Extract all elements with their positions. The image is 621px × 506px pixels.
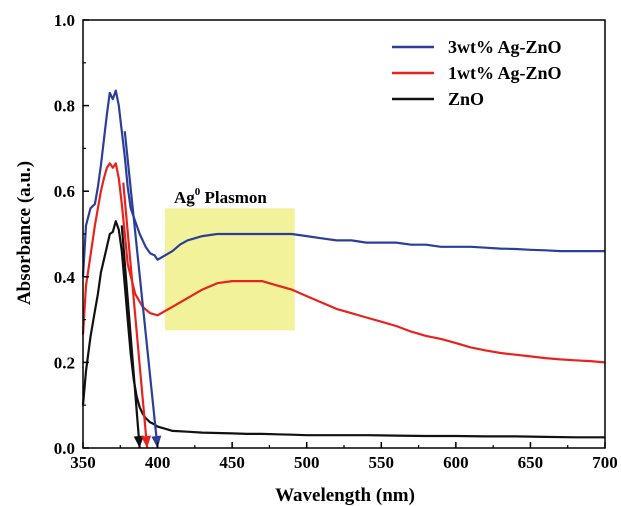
arrow-shaft [123,131,159,449]
plasmon-annotation-main: Ag [174,188,195,207]
legend-label: 3wt% Ag-ZnO [448,37,562,57]
y-tick-label: 0.0 [54,439,75,458]
x-tick-label: 550 [369,453,395,472]
arrow-3wt-ag-zno [123,131,162,449]
x-tick-label: 600 [443,453,469,472]
plasmon-annotation-sup: 0 [195,186,201,198]
legend-label: ZnO [448,89,484,109]
y-axis-title: Absorbance (a.u.) [14,161,35,305]
series-line-3wt-ag-zno [81,89,605,277]
plasmon-region-layer [165,208,295,331]
y-tick-label: 0.8 [54,97,75,116]
y-tick-label: 1.0 [54,11,75,30]
series-line-1wt-ag-zno [81,162,606,364]
plasmon-annotation: Ag0 Plasmon [174,186,267,207]
legend-item-3wt-ag-zno: 3wt% Ag-ZnO [392,37,562,57]
x-axis-title: Wavelength (nm) [275,485,415,506]
x-tick-label: 700 [592,453,618,472]
arrows-layer [120,131,162,449]
plot-frame [82,19,606,449]
series-layer [81,89,606,439]
axes-layer [82,19,606,449]
y-tick-label: 0.6 [54,182,75,201]
legend: 3wt% Ag-ZnO 1wt% Ag-ZnO ZnO [392,37,562,109]
arrow-head [141,435,152,448]
legend-item-1wt-ag-zno: 1wt% Ag-ZnO [392,63,562,83]
legend-item-zno: ZnO [392,89,484,109]
x-tick-label: 450 [219,453,245,472]
arrow-zno [120,225,144,449]
arrow-head [151,435,162,448]
y-tick-label: 0.2 [54,353,75,372]
arrow-shaft [120,225,141,449]
x-tick-label: 350 [70,453,96,472]
x-tick-label: 650 [518,453,544,472]
arrow-1wt-ag-zno [122,182,152,449]
arrow-shaft [122,182,149,449]
y-tick-label: 0.4 [54,268,76,287]
plasmon-annotation-rest: Plasmon [200,188,267,207]
arrow-head [133,435,144,448]
x-tick-label: 400 [145,453,171,472]
x-tick-label: 500 [294,453,320,472]
ticks-layer: 350 400 450 500 550 600 650 700 0.0 0.2 0.4 0.6 0.8 1… [54,11,618,472]
legend-label: 1wt% Ag-ZnO [448,63,562,83]
plasmon-region [165,208,295,331]
series-line-zno [81,220,605,439]
